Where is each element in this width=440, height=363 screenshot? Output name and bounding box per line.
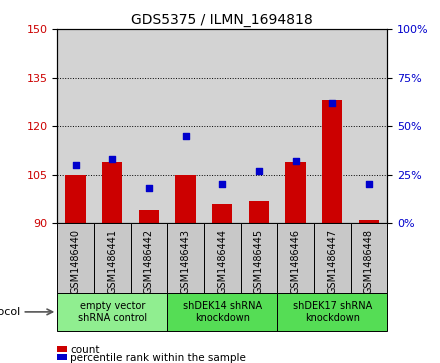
Text: GSM1486448: GSM1486448 — [364, 229, 374, 294]
Title: GDS5375 / ILMN_1694818: GDS5375 / ILMN_1694818 — [131, 13, 313, 26]
Bar — [57, 223, 94, 293]
Text: protocol: protocol — [0, 307, 21, 317]
Text: shDEK17 shRNA
knockdown: shDEK17 shRNA knockdown — [293, 301, 372, 323]
Bar — [102, 162, 122, 223]
Point — [255, 168, 262, 174]
Bar — [94, 223, 131, 293]
Text: GSM1486442: GSM1486442 — [144, 229, 154, 294]
Bar — [322, 100, 342, 223]
Bar — [241, 223, 277, 293]
Point — [292, 158, 299, 164]
Bar — [249, 200, 269, 223]
Bar — [57, 293, 167, 331]
Text: GSM1486444: GSM1486444 — [217, 229, 227, 294]
Bar — [167, 293, 277, 331]
Point — [72, 162, 79, 168]
Text: empty vector
shRNA control: empty vector shRNA control — [77, 301, 147, 323]
Point — [109, 156, 116, 162]
Bar — [139, 210, 159, 223]
Text: shDEK14 shRNA
knockdown: shDEK14 shRNA knockdown — [183, 301, 262, 323]
Point — [219, 182, 226, 187]
Bar — [277, 293, 387, 331]
Bar — [314, 223, 351, 293]
Bar — [167, 223, 204, 293]
Bar — [286, 162, 306, 223]
Text: GSM1486440: GSM1486440 — [70, 229, 81, 294]
Text: GSM1486447: GSM1486447 — [327, 229, 337, 294]
Text: percentile rank within the sample: percentile rank within the sample — [70, 353, 246, 363]
Bar — [212, 204, 232, 223]
Bar — [131, 223, 167, 293]
Text: GSM1486441: GSM1486441 — [107, 229, 117, 294]
Text: GSM1486446: GSM1486446 — [290, 229, 301, 294]
Text: count: count — [70, 345, 100, 355]
Bar — [204, 223, 241, 293]
Point — [145, 185, 152, 191]
Bar — [351, 223, 387, 293]
Point — [365, 182, 372, 187]
Bar — [277, 223, 314, 293]
Point — [182, 133, 189, 139]
Bar — [66, 175, 86, 223]
Point — [329, 100, 336, 106]
Text: GSM1486445: GSM1486445 — [254, 229, 264, 294]
Bar — [176, 175, 196, 223]
Bar — [359, 220, 379, 223]
Text: GSM1486443: GSM1486443 — [180, 229, 191, 294]
